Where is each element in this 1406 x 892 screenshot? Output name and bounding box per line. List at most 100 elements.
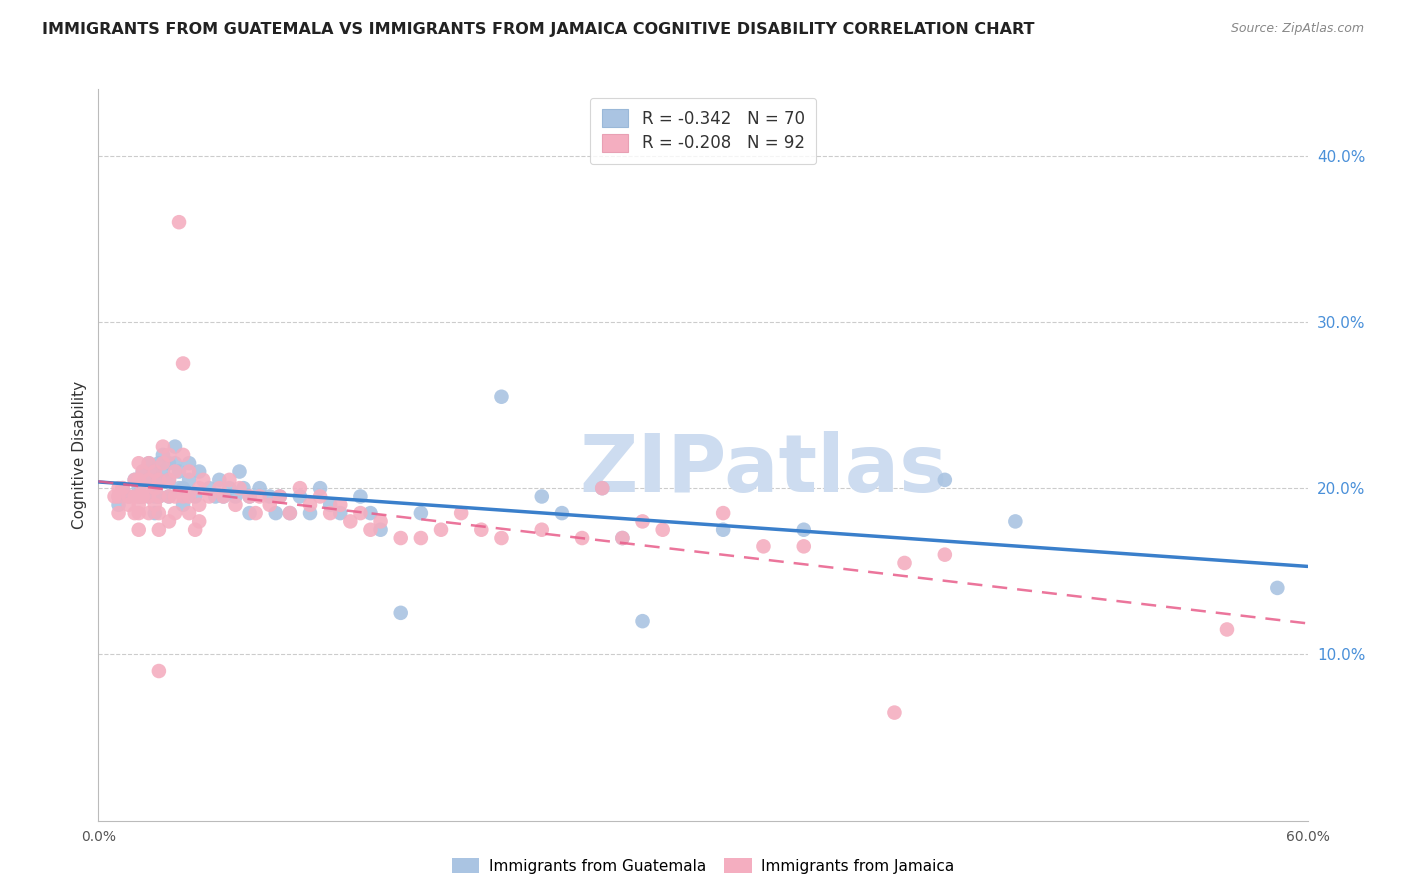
Point: [591, 481, 613, 495]
Point: [124, 506, 146, 520]
Point: [172, 490, 194, 504]
Point: [152, 456, 174, 470]
Point: [711, 523, 734, 537]
Point: [188, 465, 211, 479]
Point: [179, 490, 201, 504]
Point: [389, 531, 412, 545]
Point: [188, 498, 211, 512]
Point: [143, 506, 166, 520]
Point: [138, 456, 160, 470]
Point: [143, 465, 166, 479]
Point: [138, 473, 160, 487]
Point: [103, 490, 125, 504]
Point: [184, 490, 207, 504]
Point: [309, 490, 332, 504]
Y-axis label: Cognitive Disability: Cognitive Disability: [72, 381, 87, 529]
Point: [157, 456, 180, 470]
Point: [319, 506, 342, 520]
Point: [148, 473, 170, 487]
Point: [152, 440, 174, 454]
Point: [163, 490, 186, 504]
Point: [111, 481, 134, 495]
Point: [143, 498, 166, 512]
Point: [370, 515, 392, 529]
Point: [172, 481, 194, 495]
Text: ZIPatlas: ZIPatlas: [579, 431, 948, 508]
Text: Source: ZipAtlas.com: Source: ZipAtlas.com: [1230, 22, 1364, 36]
Point: [172, 498, 194, 512]
Point: [167, 481, 190, 495]
Point: [278, 506, 301, 520]
Point: [224, 490, 246, 504]
Point: [148, 664, 170, 678]
Point: [188, 481, 211, 495]
Point: [148, 473, 170, 487]
Point: [111, 481, 134, 495]
Point: [883, 706, 905, 720]
Point: [228, 481, 250, 495]
Point: [228, 465, 250, 479]
Point: [1004, 515, 1026, 529]
Point: [793, 523, 815, 537]
Point: [450, 506, 472, 520]
Point: [249, 481, 271, 495]
Point: [193, 473, 215, 487]
Point: [124, 473, 146, 487]
Point: [612, 531, 634, 545]
Point: [530, 523, 553, 537]
Point: [339, 515, 361, 529]
Point: [128, 456, 150, 470]
Point: [107, 490, 129, 504]
Point: [107, 506, 129, 520]
Point: [163, 440, 186, 454]
Point: [651, 523, 673, 537]
Point: [198, 481, 221, 495]
Point: [124, 490, 146, 504]
Point: [138, 490, 160, 504]
Point: [107, 498, 129, 512]
Point: [179, 456, 201, 470]
Point: [179, 506, 201, 520]
Point: [264, 506, 287, 520]
Point: [143, 481, 166, 495]
Point: [148, 523, 170, 537]
Point: [530, 490, 553, 504]
Point: [299, 498, 322, 512]
Point: [128, 490, 150, 504]
Point: [269, 490, 291, 504]
Point: [349, 506, 371, 520]
Point: [138, 456, 160, 470]
Point: [152, 465, 174, 479]
Point: [239, 490, 262, 504]
Point: [132, 465, 155, 479]
Point: [163, 506, 186, 520]
Point: [430, 523, 453, 537]
Point: [389, 606, 412, 620]
Point: [212, 490, 235, 504]
Point: [349, 490, 371, 504]
Point: [157, 490, 180, 504]
Point: [470, 523, 492, 537]
Point: [163, 456, 186, 470]
Point: [124, 473, 146, 487]
Point: [188, 515, 211, 529]
Point: [1267, 581, 1289, 595]
Point: [118, 490, 141, 504]
Point: [612, 531, 634, 545]
Point: [370, 523, 392, 537]
Point: [157, 515, 180, 529]
Point: [132, 490, 155, 504]
Point: [107, 490, 129, 504]
Point: [157, 473, 180, 487]
Point: [179, 473, 201, 487]
Point: [143, 465, 166, 479]
Point: [711, 506, 734, 520]
Point: [198, 490, 221, 504]
Point: [309, 481, 332, 495]
Point: [204, 490, 226, 504]
Point: [167, 215, 190, 229]
Point: [299, 506, 322, 520]
Point: [132, 490, 155, 504]
Point: [128, 481, 150, 495]
Point: [934, 473, 956, 487]
